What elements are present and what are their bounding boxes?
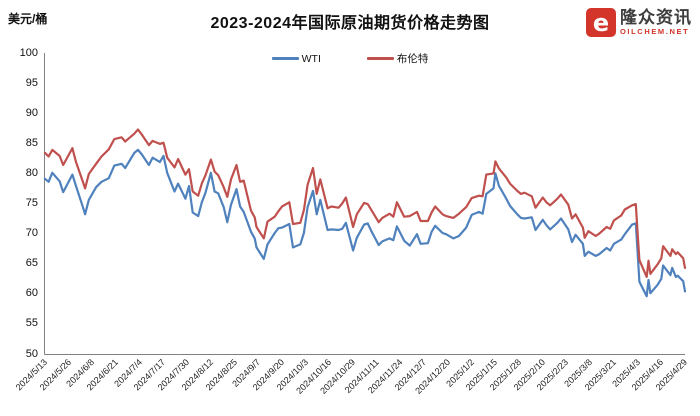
y-axis-unit-label: 美元/桶 [8, 12, 48, 26]
y-axis-tick-label: 65 [25, 257, 38, 270]
y-axis-tick-label: 50 [25, 347, 38, 360]
series-line-wti [43, 148, 687, 298]
y-axis-tick-label: 80 [25, 166, 38, 179]
logo-brand-name: 隆众资讯 [620, 8, 692, 28]
legend-label-brent: 布伦特 [396, 53, 429, 65]
y-axis-tick-label: 100 [19, 46, 38, 59]
legend-label-wti: WTI [301, 52, 321, 65]
y-axis-tick-label: 85 [25, 136, 38, 149]
y-axis-tick-label: 60 [25, 287, 38, 300]
y-axis-tick-label: 70 [25, 227, 38, 240]
legend-item-wti: WTI [271, 51, 321, 66]
logo-domain: OILCHEM.NET [620, 27, 690, 37]
wti-line-swatch [271, 57, 299, 60]
y-axis-tick-label: 55 [25, 317, 38, 330]
y-axis-tick-label: 90 [25, 106, 38, 119]
chart-title: 2023-2024年国际原油期货价格走势图 [210, 15, 490, 32]
series-line-brent [43, 128, 687, 278]
oilchem-logo-text: 隆众资讯 OILCHEM.NET [620, 9, 692, 36]
oilchem-logo: e 隆众资讯 OILCHEM.NET [586, 8, 692, 37]
y-axis-tick-label: 75 [25, 197, 38, 209]
oilchem-logo-icon: e [586, 8, 616, 37]
brent-line-swatch [366, 57, 394, 60]
y-axis-tick-label: 95 [25, 76, 38, 89]
legend-item-brent: 布伦特 [366, 51, 429, 66]
chart-legend: WTI 布伦特 [0, 51, 700, 66]
